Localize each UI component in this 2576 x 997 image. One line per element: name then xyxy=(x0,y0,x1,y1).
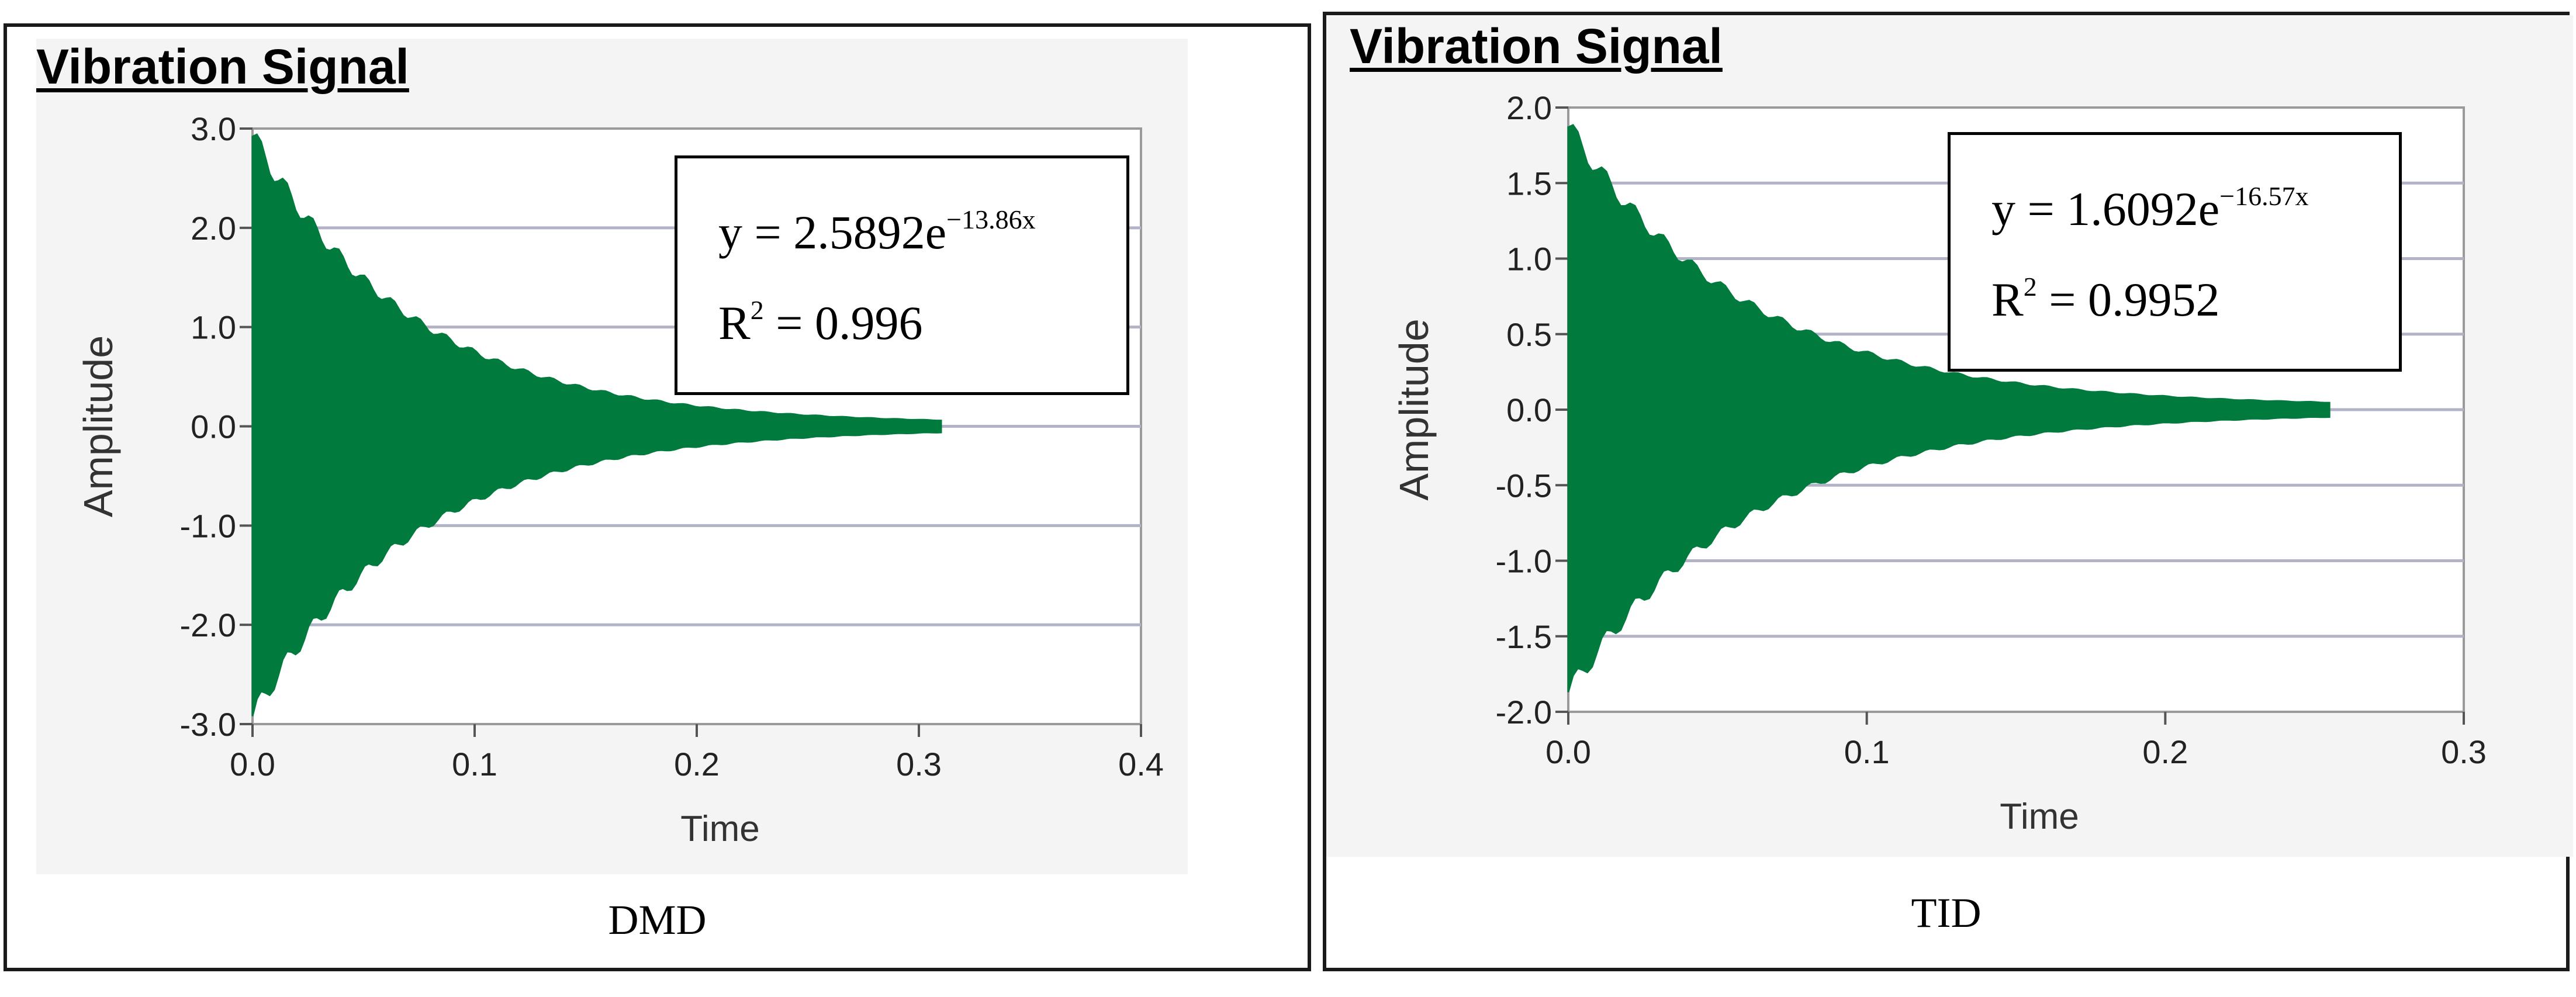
vibration-signal-area xyxy=(1567,124,2330,693)
fit-equation-box: y = 1.6092e−16.57x R2 = 0.9952 xyxy=(1948,132,2402,372)
y-tick-label: -2.0 xyxy=(1496,694,1552,731)
y-tick-label: -1.5 xyxy=(1496,618,1552,655)
x-tick-label: 0.1 xyxy=(1844,733,1890,770)
chart-caption: DMD xyxy=(608,896,707,943)
y-tick-label: 1.0 xyxy=(1506,241,1552,278)
x-tick-label: 0.4 xyxy=(1118,746,1164,783)
chart-title: Vibration Signal xyxy=(1350,19,1723,74)
y-tick-label: 3.0 xyxy=(191,110,236,147)
y-tick-label: 1.5 xyxy=(1506,165,1552,202)
x-tick-label: 0.2 xyxy=(2142,733,2188,770)
x-tick-label: 0.3 xyxy=(2441,733,2487,770)
y-tick-label: 2.0 xyxy=(1506,89,1552,126)
y-tick-label: -1.0 xyxy=(180,507,237,544)
x-tick-label: 0.2 xyxy=(674,746,720,783)
chart-caption: TID xyxy=(1911,889,1982,936)
x-axis-label: Time xyxy=(680,809,759,849)
fit-equation: y = 2.5892e−13.86x xyxy=(718,205,1036,259)
vibration-signal-area xyxy=(251,133,942,716)
fit-r-squared: R2 = 0.996 xyxy=(718,295,923,349)
y-axis-label: Amplitude xyxy=(75,335,121,517)
y-tick-label: 0.5 xyxy=(1506,316,1552,353)
y-tick-label: 0.0 xyxy=(191,409,236,445)
x-tick-label: 0.0 xyxy=(1545,733,1591,770)
y-tick-label: -2.0 xyxy=(180,607,237,643)
fit-equation-box: y = 2.5892e−13.86x R2 = 0.996 xyxy=(675,155,1129,395)
vibration-chart-dmd: 3.02.01.00.0-1.0-2.0-3.00.0 0.1 0.2 0.3 0.4T… xyxy=(75,110,1164,849)
y-tick-label: -1.0 xyxy=(1496,543,1552,580)
y-tick-label: 2.0 xyxy=(191,210,236,247)
y-tick-label: -3.0 xyxy=(180,706,237,743)
chart-panel-tid: Vibration Signal 2.0 1.5 1.0 0.5 0.0 -0.5 -1.0… xyxy=(1323,12,2573,971)
chart-panel-dmd: Vibration Signal 3.0 2.0 1.0 0.0 -1.0 -2.0 -3.… xyxy=(4,23,1311,971)
x-tick-label: 0.3 xyxy=(896,746,942,783)
x-axis-label: Time xyxy=(2000,797,2079,837)
fit-equation: y = 1.6092e−16.57x xyxy=(1991,181,2309,236)
y-tick-label: 0.0 xyxy=(1506,392,1552,428)
x-tick-label: 0.1 xyxy=(452,746,497,783)
chart-title: Vibration Signal xyxy=(36,39,409,94)
fit-r-squared: R2 = 0.9952 xyxy=(1991,272,2220,326)
y-tick-label: -0.5 xyxy=(1496,467,1552,504)
y-axis-label: Amplitude xyxy=(1391,319,1437,500)
y-tick-label: 1.0 xyxy=(191,309,236,346)
x-tick-label: 0.0 xyxy=(230,746,275,783)
